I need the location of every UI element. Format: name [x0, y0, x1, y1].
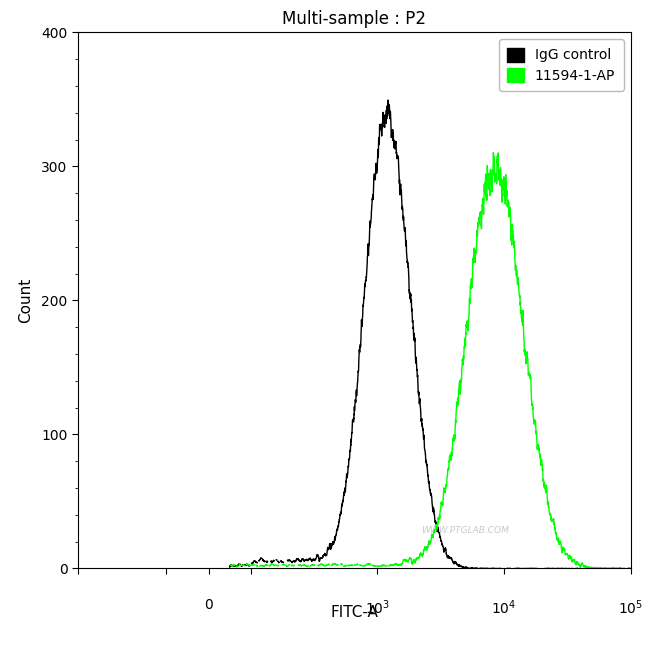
X-axis label: FITC-A: FITC-A [330, 605, 378, 620]
Text: $10^{3}$: $10^{3}$ [365, 598, 390, 616]
IgG control [573, 565, 581, 572]
IgG control [226, 563, 233, 571]
11594-1-AP [257, 562, 265, 570]
11594-1-AP [573, 559, 581, 567]
11594-1-AP [387, 561, 395, 569]
11594-1-AP [369, 561, 377, 569]
Y-axis label: Count: Count [18, 278, 33, 323]
Text: $10^{5}$: $10^{5}$ [618, 598, 643, 616]
Title: Multi-sample : P2: Multi-sample : P2 [282, 10, 426, 28]
IgG control [369, 195, 377, 203]
IgG control [627, 565, 634, 572]
Text: 0: 0 [204, 598, 213, 612]
Text: WWW.PTGLAB.COM: WWW.PTGLAB.COM [421, 526, 509, 536]
11594-1-AP [618, 565, 626, 572]
Line: 11594-1-AP: 11594-1-AP [230, 152, 630, 568]
Legend: IgG control, 11594-1-AP: IgG control, 11594-1-AP [499, 39, 623, 91]
IgG control [387, 130, 395, 138]
Line: IgG control: IgG control [229, 100, 630, 568]
Text: $10^{4}$: $10^{4}$ [491, 598, 517, 616]
IgG control [257, 554, 265, 562]
